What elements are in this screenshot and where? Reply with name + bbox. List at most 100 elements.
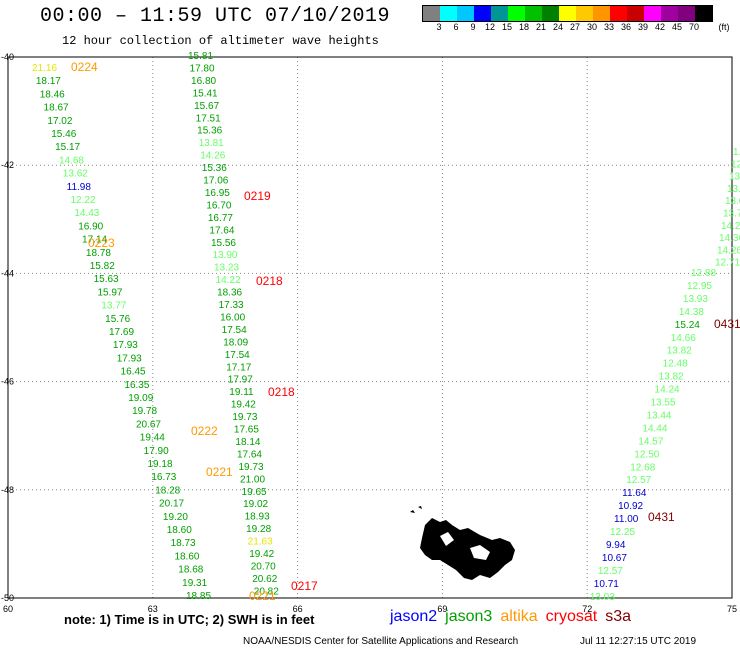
scale-swatch [576, 6, 593, 21]
wave-height-reading: 14.43 [74, 208, 99, 219]
scale-swatch [593, 6, 610, 21]
wave-height-reading: 16.73 [151, 472, 176, 483]
scale-label: 39 [637, 22, 649, 32]
wave-height-reading: 21.16 [32, 63, 57, 74]
wave-height-reading: 14.68 [59, 155, 84, 166]
wave-height-reading: 19.78 [132, 406, 157, 417]
pass-time-label: 0431 [714, 317, 740, 331]
footer-credit: NOAA/NESDIS Center for Satellite Applica… [243, 636, 519, 647]
wave-height-reading: 16.77 [208, 213, 233, 224]
wave-height-reading: 19.73 [238, 462, 263, 473]
wave-height-reading: 19.20 [163, 512, 188, 523]
wave-height-reading: 15.82 [90, 261, 115, 272]
longitude-tick-label: 75 [727, 604, 737, 614]
wave-height-reading: 14.26 [200, 151, 225, 162]
wave-height-reading: 15.36 [197, 126, 222, 137]
wave-height-reading: 13.62 [63, 169, 88, 180]
satellite-legend: jason2 jason3 altika cryosat s3a [390, 608, 639, 626]
wave-height-reading: 19.28 [246, 524, 271, 535]
pass-time-label: 0221 [206, 465, 233, 479]
wave-height-reading: 13.23 [214, 263, 239, 274]
wave-height-readings: 21.16 18.17 18.46 18.67 17.02 15.46 15.17 14.68… [32, 51, 740, 603]
wave-height-reading: 14.36 [719, 233, 740, 244]
wave-height-reading: 13. [729, 172, 740, 183]
scale-label: 70 [688, 22, 700, 32]
wave-height-reading: 20.70 [251, 561, 276, 572]
wave-height-reading: 12. [731, 159, 740, 170]
wave-height-reading: 17.93 [117, 353, 142, 364]
wave-height-reading: 12.71 [715, 258, 740, 269]
wave-height-reading: 15.97 [97, 287, 122, 298]
map-frame [7, 56, 733, 599]
wave-height-reading: 13.3 [727, 184, 740, 195]
wave-height-reading: 17.90 [144, 446, 169, 457]
scale-label: 9 [470, 22, 476, 32]
wave-height-reading: 21.00 [240, 474, 265, 485]
wave-height-reading: 18.36 [217, 288, 242, 299]
wave-height-reading: 17.64 [237, 449, 262, 460]
wave-height-reading: 13.82 [659, 372, 684, 383]
units-note: note: 1) Time is in UTC; 2) SWH is in fe… [64, 612, 315, 627]
pass-time-label: 0224 [71, 60, 98, 74]
wave-height-reading: 17.65 [234, 425, 259, 436]
wave-height-reading: 18.68 [178, 565, 203, 576]
scale-label: 15 [501, 22, 513, 32]
legend-altika: altika [500, 608, 538, 625]
wave-height-reading: 15.41 [193, 88, 218, 99]
scale-label: 36 [620, 22, 632, 32]
legend-s3a: s3a [605, 608, 632, 625]
wave-height-reading: 20.17 [159, 499, 184, 510]
wave-height-reading: 19.09 [128, 393, 153, 404]
scale-swatch [627, 6, 644, 21]
wave-height-reading: 17.02 [47, 116, 72, 127]
wave-height-reading: 17.64 [209, 225, 234, 236]
wave-height-reading: 10.92 [618, 501, 643, 512]
wave-height-reading: 15.46 [51, 129, 76, 140]
latitude-tick-label: -42 [1, 160, 14, 170]
wave-height-reading: 9.94 [606, 540, 626, 551]
wave-height-reading: 11.98 [67, 182, 92, 193]
pass-time-label: 0218 [256, 274, 283, 288]
wave-height-reading: 15.56 [211, 238, 236, 249]
wave-height-reading: 12.68 [630, 462, 655, 473]
scale-label: 45 [671, 22, 683, 32]
wave-height-reading: 17.97 [228, 375, 253, 386]
wave-height-reading: 19.65 [242, 487, 267, 498]
scale-swatch [525, 6, 542, 21]
wave-height-reading: 17.17 [226, 362, 251, 373]
scale-swatch [678, 6, 695, 21]
wave-height-reading: 18.28 [155, 485, 180, 496]
wave-height-reading: 19.11 [229, 387, 254, 398]
scale-label: (ft) [718, 22, 730, 32]
wave-height-reading: 20.62 [252, 574, 277, 585]
scale-label: 24 [552, 22, 564, 32]
footer-timestamp: Jul 11 12:27:15 UTC 2019 [580, 636, 697, 647]
wave-height-reading: 14.57 [638, 436, 663, 447]
wave-height-reading: 13.81 [199, 138, 224, 149]
wave-height-reading: 1. [733, 147, 740, 158]
wave-height-reading: 19.42 [231, 400, 256, 411]
wave-height-reading: 20.67 [136, 419, 161, 430]
longitude-tick-label: 72 [582, 604, 592, 614]
wave-height-reading: 18.93 [245, 512, 270, 523]
color-scale-labels: 3 6 9 12 15 18 21 24 27 30 33 36 39 42 45 70 (ft) [422, 22, 732, 34]
wave-height-reading: 16.70 [206, 200, 231, 211]
wave-height-reading: 14.22 [216, 275, 241, 286]
wave-height-reading: 21.63 [248, 537, 273, 548]
wave-height-reading: 12.25 [610, 527, 635, 538]
longitude-tick-label: 69 [437, 604, 447, 614]
wave-height-reading: 14.26 [717, 245, 740, 256]
wave-height-reading: 14.38 [679, 307, 704, 318]
latitude-tick-label: -50 [1, 593, 14, 603]
wave-height-reading: 18.09 [223, 337, 248, 348]
wave-height-reading: 17.69 [109, 327, 134, 338]
pass-time-label: 0217 [291, 579, 318, 593]
longitude-tick-label: 66 [293, 604, 303, 614]
wave-height-reading: 15.24 [675, 320, 700, 331]
wave-height-reading: 16.35 [124, 380, 149, 391]
scale-swatch [559, 6, 576, 21]
scale-swatch [457, 6, 474, 21]
pass-time-label: 0431 [648, 510, 675, 524]
wave-height-reading: 17.14 [82, 235, 107, 246]
legend-jason2: jason2 [390, 608, 438, 625]
